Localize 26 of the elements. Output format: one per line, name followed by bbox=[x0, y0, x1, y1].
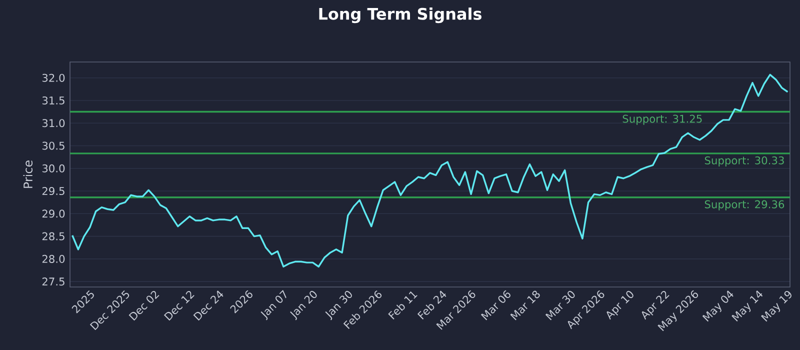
y-tick-label: 29.5 bbox=[42, 186, 64, 196]
x-tick-label: Dec 02 bbox=[128, 290, 160, 321]
y-tick-label: 28.0 bbox=[42, 254, 65, 263]
x-tick-label: Dec 12 bbox=[164, 290, 194, 321]
y-tick-label: 32.0 bbox=[42, 74, 65, 82]
chart-title: Long Term Signals bbox=[319, 8, 482, 24]
y-tick-label: 30.5 bbox=[42, 142, 64, 150]
x-tick-label: Mar 18 bbox=[510, 290, 540, 320]
y-tick-label: 29.0 bbox=[42, 210, 65, 218]
line-series bbox=[71, 74, 789, 268]
x-tick-label: Dec 24 bbox=[193, 290, 224, 321]
y-tick-label: 31.5 bbox=[42, 96, 64, 104]
ref-line-label: Support: 30.33 bbox=[704, 156, 784, 166]
y-tick-label: 30.0 bbox=[42, 164, 65, 172]
ref-line-label: Support: 29.36 bbox=[704, 200, 784, 210]
y-axis-title: Price bbox=[23, 160, 33, 188]
x-tick-label: Jan 07 bbox=[260, 290, 286, 320]
y-tick-label: 27.5 bbox=[42, 278, 64, 286]
x-tick-label: Jan 20 bbox=[290, 290, 317, 320]
x-tick-label: Jan 30 bbox=[325, 290, 352, 320]
y-tick-label: 28.5 bbox=[42, 232, 64, 240]
x-tick-label: Feb 11 bbox=[388, 291, 418, 320]
y-tick-label: 31.0 bbox=[42, 119, 65, 128]
x-tick-label: Mar 06 bbox=[480, 290, 510, 320]
x-tick-label: Apr 10 bbox=[606, 290, 634, 320]
ref-line-label: Support: 31.25 bbox=[622, 114, 702, 125]
